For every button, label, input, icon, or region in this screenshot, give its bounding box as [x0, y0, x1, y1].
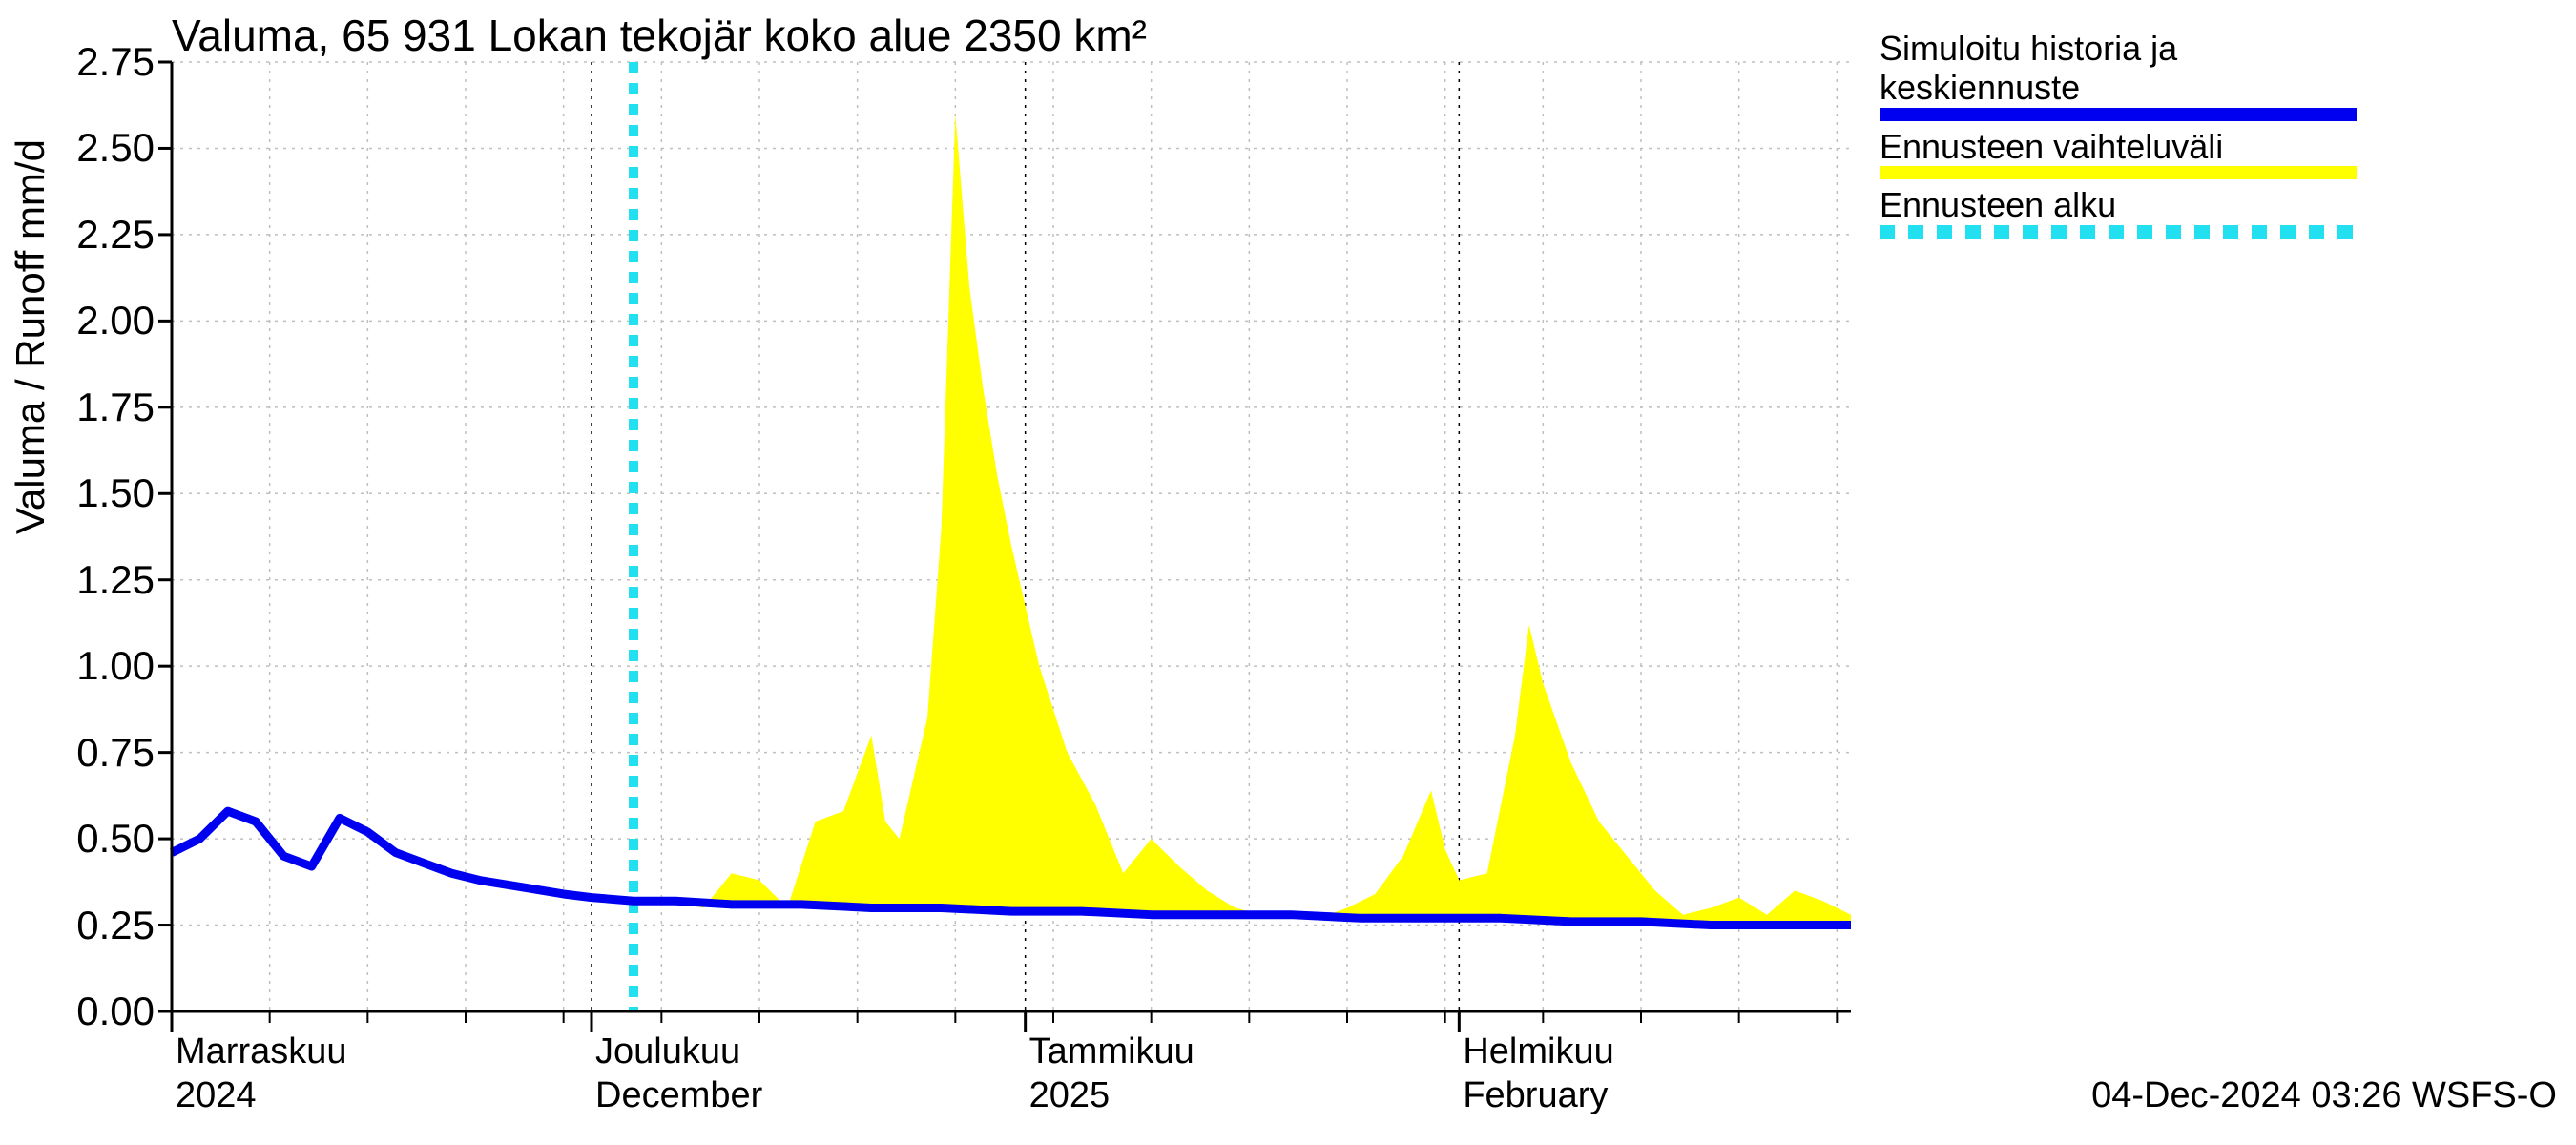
- chart-canvas: Valuma, 65 931 Lokan tekojär koko alue 2…: [0, 0, 2576, 1145]
- y-tick-label: 2.50: [59, 125, 155, 171]
- y-tick-label: 0.00: [59, 989, 155, 1034]
- y-tick-label: 0.75: [59, 730, 155, 776]
- legend-item: Ennusteen vaihteluväli: [1880, 127, 2547, 179]
- legend-swatch: [1880, 108, 2357, 121]
- plot-area: [172, 62, 1851, 1011]
- y-axis-label: Valuma / Runoff mm/d: [8, 139, 53, 534]
- y-tick-label: 1.25: [59, 557, 155, 603]
- y-tick-label: 0.50: [59, 816, 155, 862]
- legend-item: Simuloitu historia jakeskiennuste: [1880, 29, 2547, 121]
- y-tick-label: 1.75: [59, 385, 155, 430]
- chart-title: Valuma, 65 931 Lokan tekojär koko alue 2…: [172, 10, 1147, 61]
- y-tick-label: 2.75: [59, 39, 155, 85]
- y-tick-label: 1.00: [59, 643, 155, 689]
- timestamp-footer: 04-Dec-2024 03:26 WSFS-O: [2091, 1075, 2557, 1116]
- x-tick-label: Tammikuu2025: [1029, 1030, 1195, 1117]
- x-tick-label: Marraskuu2024: [176, 1030, 347, 1117]
- legend-label: Ennusteen alku: [1880, 185, 2547, 224]
- legend-label: Simuloitu historia jakeskiennuste: [1880, 29, 2547, 108]
- legend-item: Ennusteen alku: [1880, 185, 2547, 238]
- legend: Simuloitu historia jakeskiennuste Ennuste…: [1880, 29, 2547, 244]
- legend-label: Ennusteen vaihteluväli: [1880, 127, 2547, 166]
- y-tick-label: 1.50: [59, 470, 155, 516]
- y-tick-label: 0.25: [59, 903, 155, 948]
- y-tick-label: 2.00: [59, 298, 155, 344]
- forecast-range-band: [634, 114, 1851, 925]
- x-tick-label: JoulukuuDecember: [595, 1030, 762, 1117]
- x-tick-label: HelmikuuFebruary: [1463, 1030, 1613, 1117]
- legend-swatch: [1880, 225, 2357, 239]
- y-tick-label: 2.25: [59, 212, 155, 258]
- legend-swatch: [1880, 166, 2357, 179]
